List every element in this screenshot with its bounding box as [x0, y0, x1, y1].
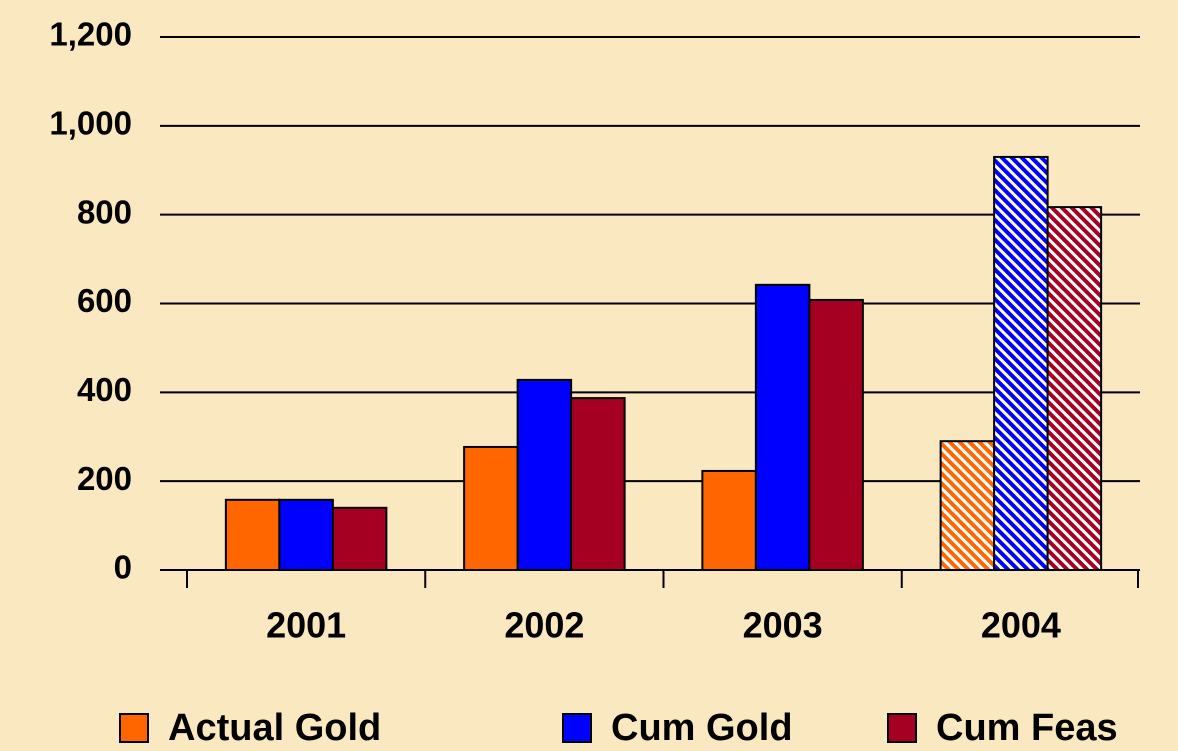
- legend-label: Cum Feas: [936, 707, 1118, 749]
- y-tick-label: 600: [77, 282, 132, 319]
- y-tick-label: 800: [77, 193, 132, 230]
- y-tick-label: 200: [77, 460, 132, 497]
- y-tick-label: 400: [77, 371, 132, 408]
- bar: [570, 397, 626, 572]
- bar: [701, 469, 757, 571]
- bar: [516, 378, 573, 571]
- y-tick-label: 1,200: [49, 16, 132, 53]
- legend-label: Cum Gold: [611, 707, 793, 749]
- bar: [331, 506, 388, 572]
- bar: [463, 445, 519, 571]
- legend-swatch: [887, 713, 917, 743]
- bar: [939, 440, 996, 572]
- legend-swatch: [119, 713, 149, 743]
- bar: [224, 498, 281, 571]
- x-tick-label: 2003: [743, 605, 823, 646]
- x-tick-label: 2002: [504, 605, 584, 646]
- x-tick-label: 2004: [981, 605, 1061, 646]
- x-tick-label: 2001: [266, 605, 346, 646]
- legend-swatch: [562, 713, 592, 743]
- bar: [754, 283, 811, 571]
- y-tick-label: 0: [114, 549, 132, 586]
- bar: [808, 298, 864, 571]
- bar: [993, 155, 1049, 572]
- bar: [278, 498, 334, 571]
- y-tick-label: 1,000: [49, 105, 132, 142]
- bar: [1046, 206, 1103, 571]
- legend-label: Actual Gold: [168, 707, 381, 749]
